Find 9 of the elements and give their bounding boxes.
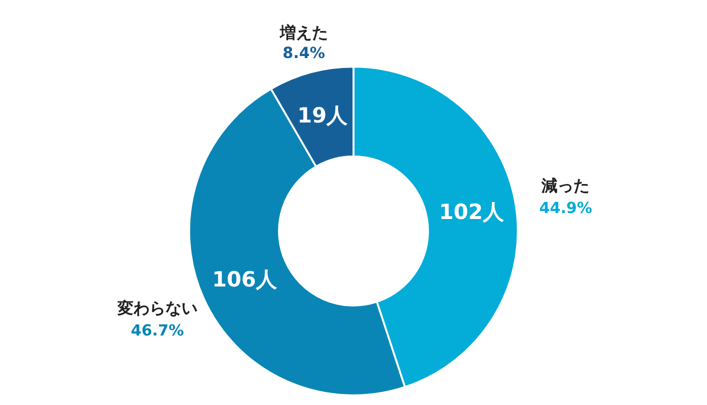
slice-label: 増えた [278,22,328,42]
slice-label: 変わらない [116,298,198,318]
text: 8.4% [282,44,326,62]
text: 44.9% [539,199,592,218]
data-label: 19人 [297,102,349,128]
data-label: 102人 [438,198,505,224]
slice-label: 減った [540,176,590,196]
data-label: 106人 [212,266,278,292]
text: 46.7% [130,321,184,340]
